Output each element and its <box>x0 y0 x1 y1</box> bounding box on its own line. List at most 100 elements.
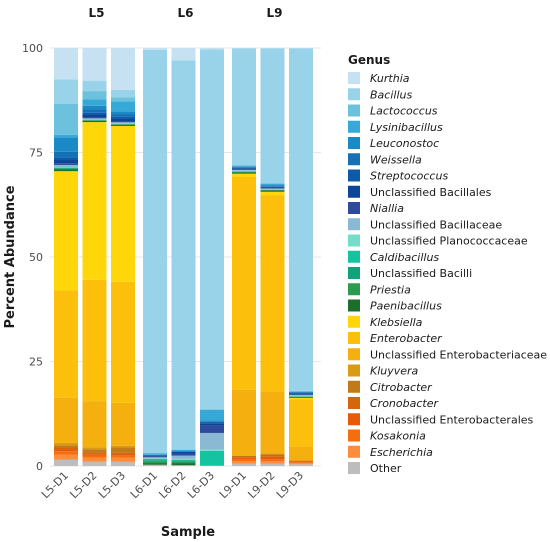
legend-swatch-kosakonia <box>348 429 360 442</box>
legend-swatch-kurthia <box>348 72 360 84</box>
bar-segment-l5-d1-kluyvera <box>54 442 78 446</box>
bar-segment-l6-d2-bacillus <box>171 60 196 450</box>
y-axis-title: Percent Abundance <box>3 185 18 328</box>
bar-segment-l5-d2-weissella <box>82 109 107 113</box>
bar-segment-l9-d2-lactococcus <box>260 183 285 184</box>
bar-segment-l9-d3-unclassified-bacillales <box>289 393 313 395</box>
legend-swatch-lactococcus <box>348 104 360 117</box>
legend-swatch-caldibacillus <box>348 250 360 263</box>
bar-segment-l6-d3-caldibacillus <box>200 450 224 466</box>
bar-segment-l6-d3-niallia <box>200 425 224 433</box>
bar-segment-l5-d3-escherichia <box>111 457 135 462</box>
bar-segment-l5-d1-kosakonia <box>54 451 78 455</box>
bar-segment-l9-d1-lactococcus <box>232 165 256 166</box>
bar-segment-l9-d3-bacillus <box>289 48 313 391</box>
bar-segment-l5-d3-other <box>111 461 135 466</box>
bar-segment-l5-d3-kosakonia <box>111 455 135 458</box>
bar-segment-l6-d1-paenibacillus <box>143 463 167 465</box>
legend-label-unclassified-enterobacteriaceae: Unclassified Enterobacteriaceae <box>370 348 547 361</box>
legend-label-streptococcus: Streptococcus <box>370 170 448 183</box>
bar-segment-l5-d1-paenibacillus <box>54 169 78 172</box>
bar-segment-l5-d1-niallia <box>54 163 78 165</box>
bar-segment-l5-d3-cronobacter <box>111 452 135 455</box>
bar-segment-l9-d2-escherichia <box>260 461 285 464</box>
bar-segment-l6-d2-paenibacillus <box>171 463 196 466</box>
bar-segment-l5-d3-paenibacillus <box>111 124 135 126</box>
bar-segment-l6-d3-unclassified-planococcaceae <box>200 449 224 451</box>
bar-segment-l9-d1-cronobacter <box>232 456 256 458</box>
bar-segment-l9-d1-escherichia <box>232 461 256 464</box>
bar-segment-l9-d1-niallia <box>232 169 256 170</box>
bar-segment-l9-d2-niallia <box>260 187 285 189</box>
bar-segment-l9-d2-unclassified-bacillaceae <box>260 188 285 190</box>
bar-segment-l6-d2-other <box>171 465 196 466</box>
bar-segment-l9-d2-paenibacillus <box>260 190 285 192</box>
bars <box>54 48 313 466</box>
bar-segment-l9-d2-cronobacter <box>260 454 285 457</box>
bar-segment-l9-d1-bacillus <box>232 48 256 166</box>
bar-segment-l9-d1-paenibacillus <box>232 172 256 174</box>
legend-label-weissella: Weissella <box>370 153 422 166</box>
legend-label-priestia: Priestia <box>370 283 411 296</box>
bar-segment-l6-d2-kurthia <box>171 48 196 61</box>
legend-swatch-niallia <box>348 202 360 214</box>
bar-segment-l9-d1-unclassified-enterobacterales <box>232 457 256 460</box>
y-axis-ticks: 0 25 50 75 100 <box>22 42 43 473</box>
legend-label-niallia: Niallia <box>370 202 404 215</box>
bar-segment-l5-d2-kosakonia <box>82 455 107 458</box>
legend-swatch-unclassified-bacilli <box>348 267 360 279</box>
bar-segment-l6-d2-unclassified-bacillales <box>171 451 196 454</box>
bar-segment-l9-d2-kosakonia <box>260 459 285 462</box>
legend-swatch-unclassified-bacillaceae <box>348 218 360 231</box>
bar-segment-l9-d1-klebsiella <box>232 173 256 177</box>
bar-segment-l6-d1-kurthia <box>143 48 167 50</box>
bar-segment-l5-d3-leuconostoc <box>111 111 135 115</box>
bar-segment-l9-d1-kosakonia <box>232 459 256 462</box>
legend-label-unclassified-bacillales: Unclassified Bacillales <box>370 186 492 199</box>
bar-segment-l6-d2-priestia <box>171 461 196 464</box>
bar-segment-l6-d1-unclassified-bacilli <box>143 460 167 462</box>
bar-segment-l5-d1-unclassified-enterobacteriaceae <box>54 397 78 443</box>
x-axis-title: Sample <box>161 525 215 540</box>
bar-segment-l5-d2-unclassified-enterobacterales <box>82 454 107 456</box>
bar-segment-l5-d3-unclassified-bacillaceae <box>111 122 135 124</box>
bar-segment-l9-d1-enterobacter <box>232 176 256 390</box>
bar-segment-l6-d2-unclassified-planococcaceae <box>171 458 196 460</box>
bar-segment-l5-d1-bacillus <box>54 79 78 105</box>
legend-label-leuconostoc: Leuconostoc <box>370 137 439 150</box>
bar-segment-l9-d2-unclassified-bacillales <box>260 186 285 188</box>
legend-label-lactococcus: Lactococcus <box>370 105 438 118</box>
legend-swatch-lysinibacillus <box>348 120 360 133</box>
bar-segment-l6-d2-unclassified-bacilli <box>171 460 196 462</box>
bar-segment-l5-d2-unclassified-bacillales <box>82 114 107 118</box>
legend-label-unclassified-bacilli: Unclassified Bacilli <box>370 267 472 280</box>
bar-segment-l9-d3-unclassified-bacillaceae <box>289 395 313 396</box>
bar-segment-l5-d2-streptococcus <box>82 112 107 115</box>
bar-segment-l9-d1-lysinibacillus <box>232 165 256 167</box>
bar-segment-l5-d2-bacillus <box>82 80 107 92</box>
bar-segment-l5-d3-kluyvera <box>111 445 135 448</box>
bar-segment-l5-d2-niallia <box>82 117 107 119</box>
bar-segment-l5-d2-lactococcus <box>82 91 107 100</box>
bar-segment-l6-d3-bacillus <box>200 49 224 410</box>
legend-swatch-unclassified-enterobacteriaceae <box>348 348 360 361</box>
bar-segment-l5-d2-unclassified-enterobacteriaceae <box>82 401 107 448</box>
bar-segment-l9-d1-weissella <box>232 167 256 168</box>
bar-segment-l6-d1-unclassified-bacillales <box>143 455 167 457</box>
bar-segment-l6-d3-streptococcus <box>200 422 224 424</box>
bar-segment-l5-d1-citrobacter <box>54 445 78 448</box>
legend-swatch-other <box>348 462 360 474</box>
bar-segment-l9-d2-weissella <box>260 185 285 187</box>
legend-swatch-cronobacter <box>348 397 360 409</box>
bar-segment-l5-d1-unclassified-bacilli <box>54 167 78 169</box>
bar-segment-l6-d3-weissella <box>200 421 224 423</box>
facet-label-l9: L9 <box>267 6 283 20</box>
bar-segment-l5-d2-escherichia <box>82 457 107 462</box>
bar-segment-l6-d1-niallia <box>143 456 167 458</box>
legend-label-kluyvera: Kluyvera <box>370 365 419 378</box>
bar-segment-l5-d3-niallia <box>111 121 135 123</box>
bar-segment-l9-d3-other <box>289 464 313 466</box>
bar-segment-l5-d3-streptococcus <box>111 116 135 119</box>
legend-swatch-escherichia <box>348 445 360 458</box>
